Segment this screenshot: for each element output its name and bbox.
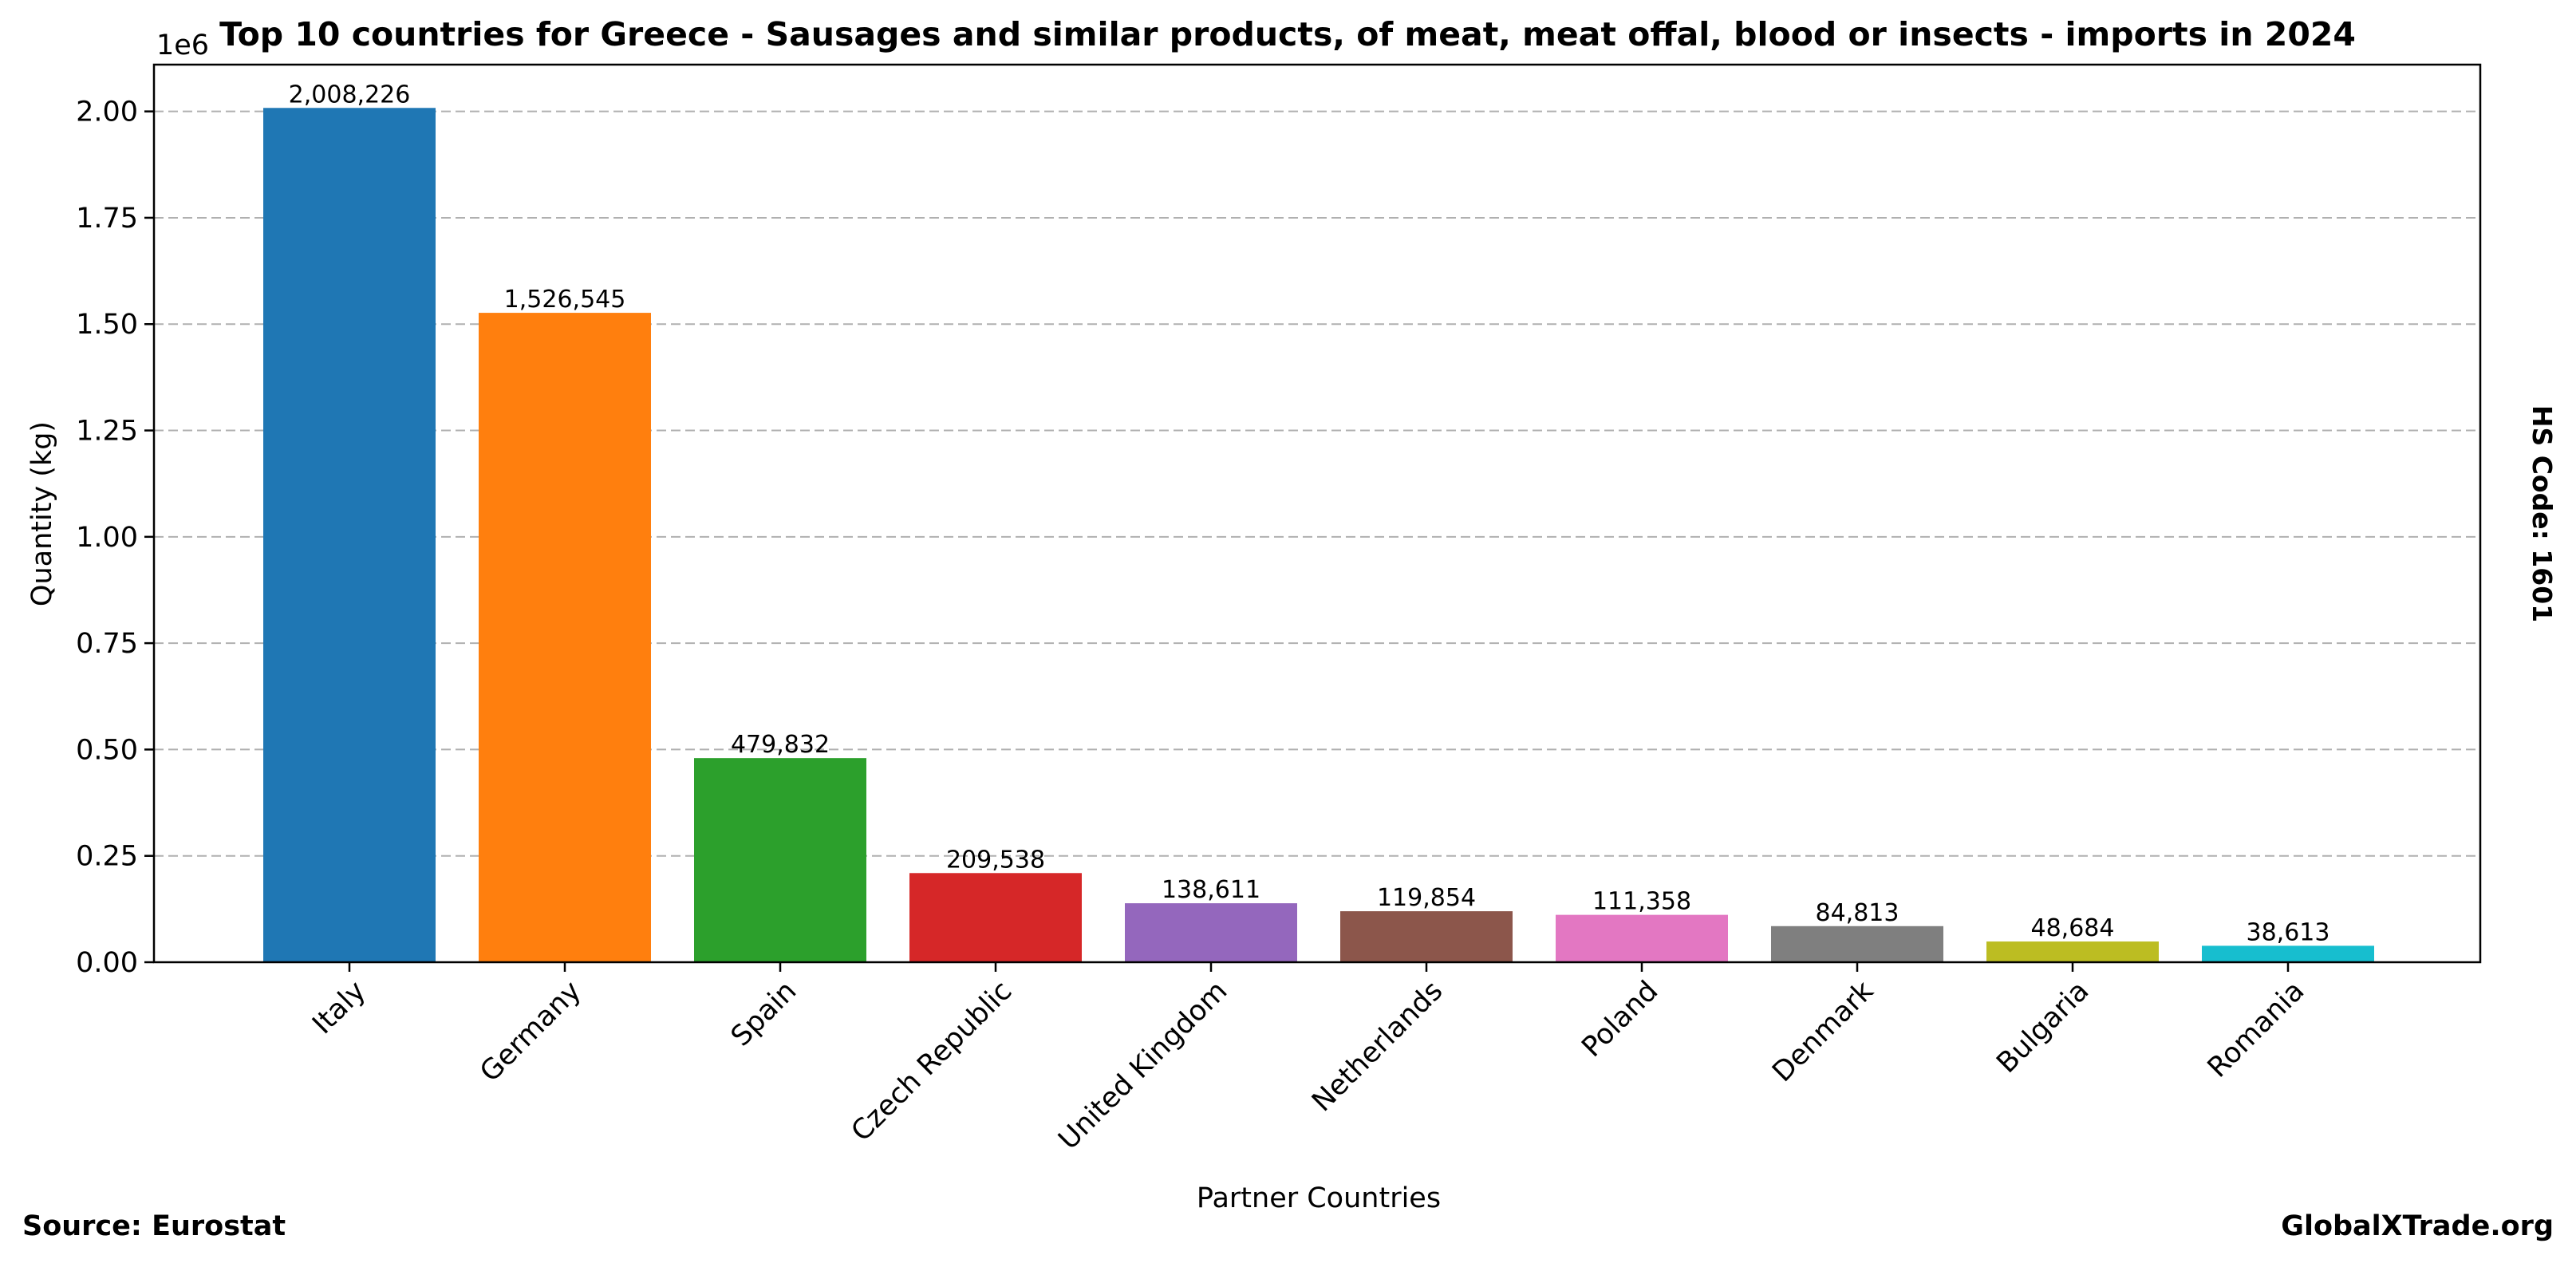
x-tick-label: Germany xyxy=(474,975,587,1088)
bar xyxy=(1986,941,2159,962)
bar xyxy=(909,873,1082,962)
bar xyxy=(263,108,436,962)
data-label: 48,684 xyxy=(2031,914,2115,942)
x-tick-label: Poland xyxy=(1576,975,1664,1064)
x-tick-label: United Kingdom xyxy=(1052,975,1233,1156)
y-tick-label: 0.50 xyxy=(76,734,138,766)
y-tick-label: 2.00 xyxy=(76,97,138,128)
y-tick-label: 1.75 xyxy=(76,203,138,235)
x-tick-label: Bulgaria xyxy=(1990,975,2095,1079)
data-label: 479,832 xyxy=(731,731,830,759)
data-label: 38,613 xyxy=(2247,918,2330,946)
data-label: 1,526,545 xyxy=(504,286,626,314)
bars xyxy=(263,108,2374,962)
x-tick-label: Denmark xyxy=(1766,975,1880,1089)
y-axis-scale-label: 1e6 xyxy=(156,30,209,61)
bar xyxy=(694,758,866,962)
y-tick-label: 1.00 xyxy=(76,522,138,554)
x-tick-label: Czech Republic xyxy=(846,975,1019,1148)
y-tick-label: 0.00 xyxy=(76,947,138,979)
x-tick-label: Netherlands xyxy=(1306,975,1449,1118)
y-tick-label: 1.25 xyxy=(76,416,138,448)
x-axis-ticks: Italy Germany Spain Czech Republic United Ki… xyxy=(306,962,2310,1156)
hs-code-label: HS Code: 1601 xyxy=(2527,405,2558,622)
data-label: 138,611 xyxy=(1162,876,1260,904)
y-tick-label: 1.50 xyxy=(76,309,138,341)
bar xyxy=(1125,903,1297,962)
x-tick-label: Romania xyxy=(2202,975,2311,1084)
data-label: 119,854 xyxy=(1377,884,1476,912)
source-label: Source: Eurostat xyxy=(22,1210,286,1242)
y-axis-ticks: 0.00 0.25 0.50 0.75 1.00 1.25 1.50 1.75 2.00 xyxy=(76,97,154,979)
bar xyxy=(479,313,651,962)
data-label: 209,538 xyxy=(946,846,1045,874)
bar xyxy=(1340,911,1513,962)
bar xyxy=(2202,945,2374,962)
data-label: 2,008,226 xyxy=(289,81,411,109)
x-axis-label: Partner Countries xyxy=(1197,1182,1441,1214)
y-tick-label: 0.25 xyxy=(76,841,138,873)
data-label: 111,358 xyxy=(1592,888,1691,916)
x-tick-label: Spain xyxy=(725,975,803,1052)
y-axis-label: Quantity (kg) xyxy=(26,421,58,606)
brand-label: GlobalXTrade.org xyxy=(2281,1210,2554,1242)
data-label: 84,813 xyxy=(1816,899,1899,927)
chart-title: Top 10 countries for Greece - Sausages a… xyxy=(219,15,2356,53)
x-tick-label: Italy xyxy=(306,975,372,1040)
value-labels: 2,008,226 1,526,545 479,832 209,538 138,611 1… xyxy=(289,81,2330,946)
plot-frame xyxy=(152,63,2482,964)
y-tick-label: 0.75 xyxy=(76,628,138,660)
bar xyxy=(1771,926,1943,962)
bar xyxy=(1556,914,1728,962)
